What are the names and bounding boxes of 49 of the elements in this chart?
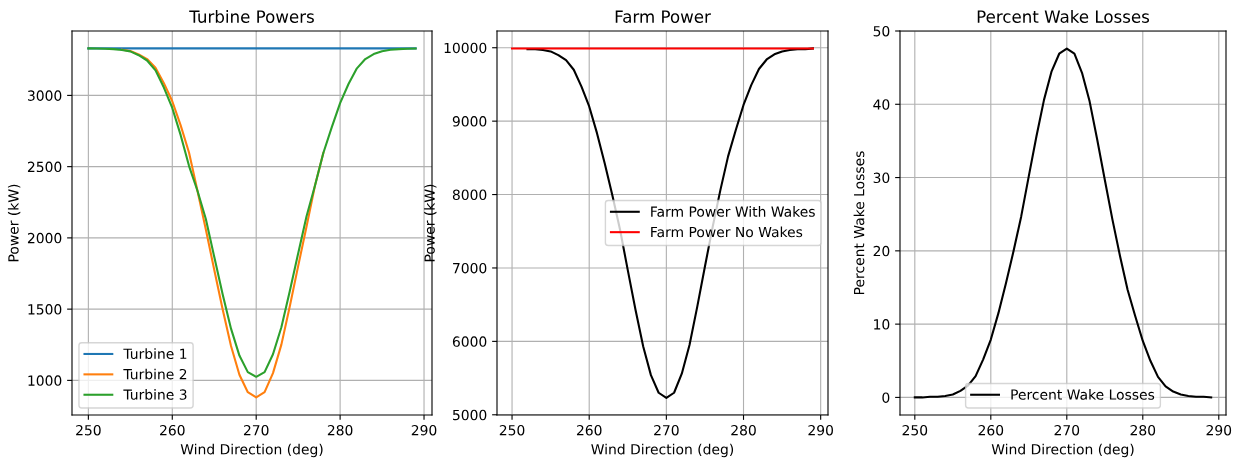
y-axis-title: Percent Wake Losses [853,151,865,295]
legend-label: Turbine 2 [123,368,187,380]
y-tick-label: 8000 [452,189,487,201]
y-tick-label: 3000 [27,90,62,101]
y-tick-label: 20 [873,245,890,257]
x-axis-title: Wind Direction (deg) [991,443,1134,458]
x-tick-label: 280 [1130,424,1156,436]
x-tick-label: 260 [978,424,1004,436]
x-tick-label: 280 [327,424,353,436]
x-tick-label: 250 [902,424,928,436]
legend-label: Farm Power With Wakes [651,206,815,217]
y-tick-label: 7000 [453,262,487,274]
legend-label: Turbine 1 [123,348,187,360]
y-tick-label: 2500 [27,161,62,173]
y-tick-label: 40 [873,99,890,110]
x-tick-label: 250 [76,424,101,436]
x-tick-label: 280 [731,424,756,436]
chart-title: Percent Wake Losses [977,10,1150,23]
y-tick-label: 30 [873,172,890,184]
y-tick-label: 10 [874,319,890,330]
y-tick-label: 50 [873,25,890,37]
chart-title: Farm Power [615,10,711,23]
y-tick-label: 10000 [444,42,487,54]
line-series [87,47,417,378]
y-axis-title: Power (kW) [7,184,21,262]
y-tick-label: 0 [882,392,890,403]
x-axis-title: Wind Direction (deg) [591,443,734,458]
y-tick-label: 6000 [452,336,487,347]
x-tick-label: 270 [243,424,269,436]
x-axis-title: Wind Direction (deg) [180,443,323,458]
x-tick-label: 260 [160,424,185,436]
x-tick-label: 290 [808,424,833,436]
x-tick-label: 270 [1054,424,1080,436]
x-tick-label: 260 [576,424,602,436]
line-series [913,47,1213,399]
y-tick-label: 9000 [452,116,487,127]
y-axis-title: Power (kW) [424,184,437,262]
y-tick-label: 1000 [28,375,62,386]
legend-label: Farm Power No Wakes [651,226,803,238]
x-tick-label: 250 [499,424,525,436]
y-tick-label: 2000 [27,232,62,244]
y-tick-label: 1500 [28,304,62,315]
legend-label: Percent Wake Losses [1011,389,1155,400]
legend-label: Turbine 3 [123,389,187,400]
x-tick-label: 270 [654,424,679,436]
chart-title: Turbine Powers [189,10,314,23]
x-tick-label: 290 [411,424,437,436]
y-tick-label: 5000 [453,409,487,421]
x-tick-label: 290 [1206,424,1232,436]
